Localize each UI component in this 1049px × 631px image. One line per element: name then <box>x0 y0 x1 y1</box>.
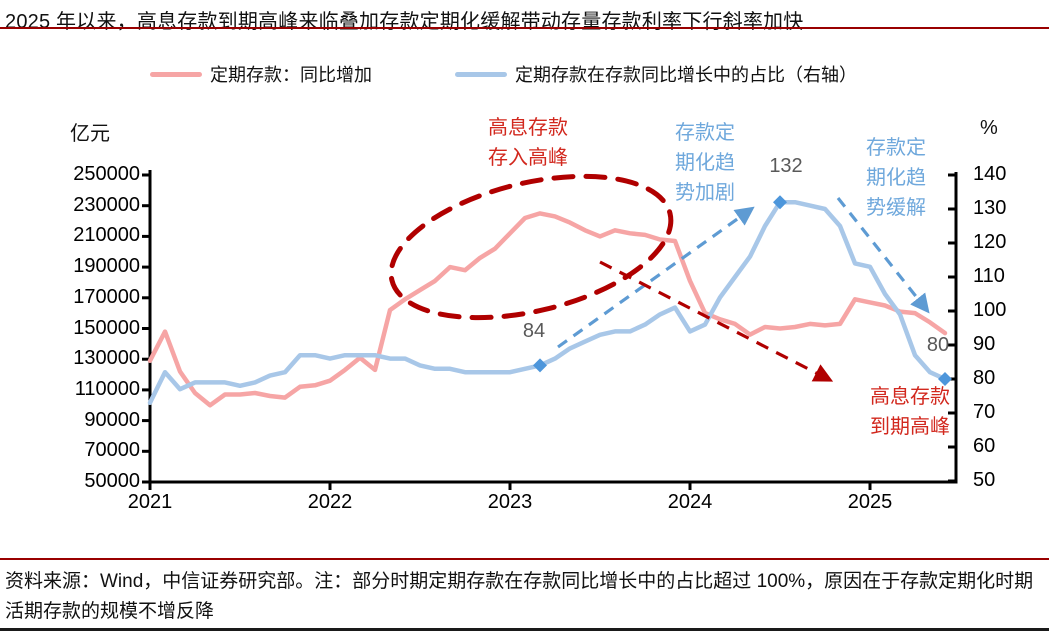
data-label-80: 80 <box>926 334 950 356</box>
y-right-tick-label: 100 <box>973 299 1007 321</box>
high-rate-inflow-ellipse <box>388 173 674 321</box>
y-left-tick-label: 150000 <box>73 317 140 339</box>
y-right-tick-label: 90 <box>973 333 996 355</box>
x-axis-tick-label: 2024 <box>667 491 713 513</box>
y-left-tick-label: 250000 <box>73 163 140 185</box>
annotation-high-rate-inflow: 高息存款 存入高峰 <box>488 117 568 169</box>
legend-item-term-deposit: 定期存款：同比增加 <box>150 64 372 85</box>
y-right-tick-label: 130 <box>973 197 1007 219</box>
x-axis-tick-label: 2023 <box>487 491 533 513</box>
x-axis-tick-label: 2022 <box>307 491 353 513</box>
maturity-peak-arrow <box>599 260 834 382</box>
left-axis-unit-label: 亿元 <box>70 123 110 145</box>
y-right-tick-label: 70 <box>973 401 996 423</box>
y-right-tick-label: 50 <box>973 469 996 491</box>
annotation-maturity-peak: 高息存款 到期高峰 <box>870 386 950 438</box>
legend-label: 定期存款在存款同比增长中的占比（右轴） <box>515 65 857 85</box>
y-left-tick-label: 70000 <box>84 439 140 461</box>
term-deposit-yoy-line <box>147 211 948 408</box>
legend-swatch-blue <box>455 71 507 77</box>
trend-up-arrow <box>557 206 755 349</box>
y-right-tick-label: 60 <box>973 435 996 457</box>
y-left-tick-label: 210000 <box>73 224 140 246</box>
data-label-132: 132 <box>769 155 803 177</box>
term-deposit-share-line <box>147 199 948 406</box>
x-axis-tick-label: 2025 <box>847 491 893 513</box>
diamond-marker <box>938 372 952 386</box>
annotation-trend-ease: 存款定 期化趋 势缓解 <box>866 137 926 219</box>
y-left-tick-label: 170000 <box>73 286 140 308</box>
legend-item-term-share: 定期存款在存款同比增长中的占比（右轴） <box>455 64 857 85</box>
y-left-tick-label: 90000 <box>84 409 140 431</box>
annotation-trend-up: 存款定 期化趋 势加剧 <box>675 122 735 204</box>
y-left-tick-label: 50000 <box>84 470 140 492</box>
source-note: 资料来源：Wind，中信证券研究部。注：部分时期定期存款在存款同比增长中的占比超… <box>5 571 1034 622</box>
trend-ease-arrow <box>836 197 930 314</box>
x-axis-tick-label: 2021 <box>127 491 173 513</box>
page-bottom-rule <box>0 628 1049 631</box>
y-right-tick-label: 80 <box>973 367 996 389</box>
labeled-point-markers <box>533 195 952 386</box>
legend-label: 定期存款：同比增加 <box>210 65 372 85</box>
note-separator <box>0 558 1049 560</box>
y-left-tick-label: 190000 <box>73 255 140 277</box>
right-axis-unit-label: % <box>980 117 998 139</box>
legend-swatch-red <box>150 71 202 77</box>
diamond-marker <box>773 195 787 210</box>
title-separator <box>0 27 1049 29</box>
y-left-tick-label: 130000 <box>73 347 140 369</box>
y-left-tick-label: 230000 <box>73 194 140 216</box>
y-right-tick-label: 110 <box>973 265 1005 287</box>
y-right-tick-label: 120 <box>973 231 1007 253</box>
diamond-marker <box>533 358 547 373</box>
data-label-84: 84 <box>522 320 546 342</box>
y-left-tick-label: 110000 <box>74 378 140 400</box>
y-right-tick-label: 140 <box>973 163 1007 185</box>
